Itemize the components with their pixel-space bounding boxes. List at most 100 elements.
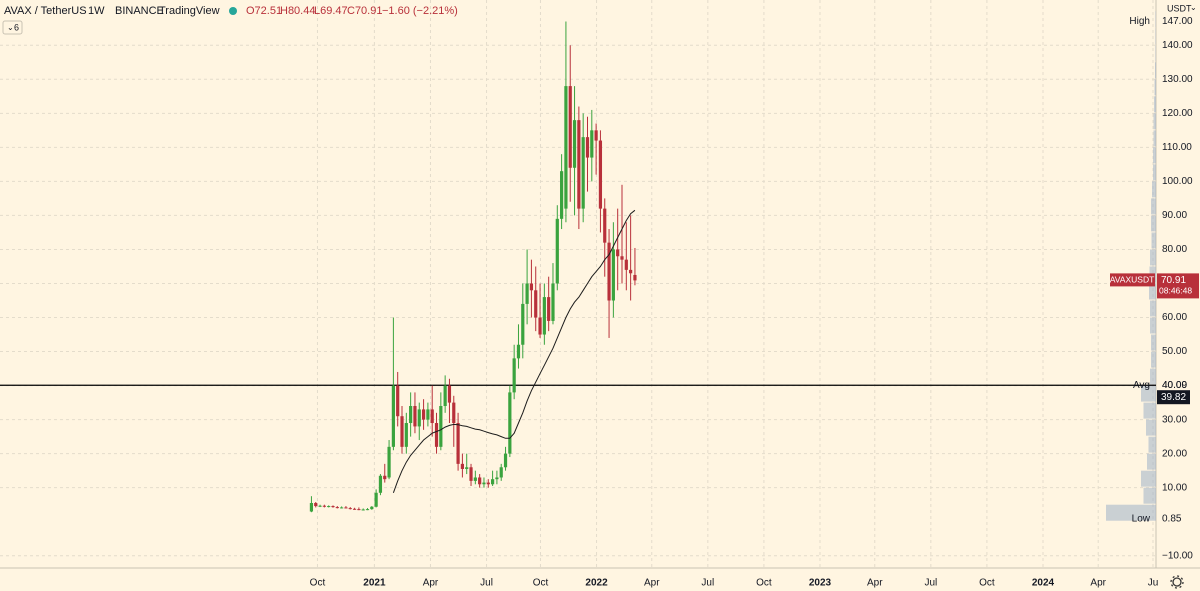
y-tick-label: 60.00 bbox=[1162, 312, 1187, 323]
candle-body bbox=[495, 477, 499, 480]
y-tick-label: −10.00 bbox=[1162, 550, 1193, 561]
y-tick-label: 100.00 bbox=[1162, 176, 1193, 187]
candle-body bbox=[340, 507, 344, 509]
header: AVAX / TetherUS 1W BINANCE TradingView O… bbox=[2, 3, 1197, 589]
volume-profile-bar bbox=[1151, 334, 1156, 351]
volume-profile-bar bbox=[1154, 96, 1156, 113]
volume-profile-bar bbox=[1155, 28, 1156, 45]
candle-body bbox=[421, 409, 426, 420]
candle-body bbox=[352, 508, 357, 510]
candle-body bbox=[387, 446, 391, 478]
x-tick-label: 2023 bbox=[809, 578, 832, 589]
x-tick-label: Oct bbox=[310, 578, 326, 589]
high-value: 147.00 bbox=[1162, 16, 1193, 27]
candle-body bbox=[400, 416, 404, 447]
volume-profile-bar bbox=[1143, 487, 1156, 504]
volume-profile-bar bbox=[1151, 232, 1156, 249]
candle-body bbox=[365, 509, 370, 511]
candle-body bbox=[560, 171, 564, 219]
candle-body bbox=[396, 385, 400, 417]
volume-profile-bar bbox=[1155, 11, 1156, 28]
candle-body bbox=[443, 385, 447, 407]
y-tick-label: 120.00 bbox=[1162, 108, 1193, 119]
volume-profile-bar bbox=[1148, 436, 1156, 453]
y-tick-label: 20.00 bbox=[1162, 448, 1187, 459]
last-price-countdown: 08:46:48 bbox=[1159, 286, 1192, 296]
last-price-symbol: AVAXUSDT bbox=[1110, 275, 1155, 285]
candle-body bbox=[577, 120, 581, 209]
candle-body bbox=[555, 218, 559, 284]
y-tick-label: 30.00 bbox=[1162, 414, 1187, 425]
y-tick-label: 90.00 bbox=[1162, 210, 1187, 221]
candle-body bbox=[534, 290, 538, 318]
candle-body bbox=[598, 140, 603, 209]
candle-body bbox=[568, 86, 572, 168]
x-tick-label: Oct bbox=[533, 578, 549, 589]
x-tick-label: 2021 bbox=[363, 578, 386, 589]
candle-body bbox=[383, 475, 387, 480]
interval: 1W bbox=[88, 5, 105, 17]
candle-body bbox=[378, 475, 383, 493]
change-value: −1.60 (−2.21%) bbox=[382, 5, 458, 17]
candle-body bbox=[616, 249, 620, 257]
avg-label: Avg bbox=[1133, 380, 1150, 391]
x-tick-label: 2024 bbox=[1032, 578, 1055, 589]
volume-profile-bar bbox=[1155, 62, 1156, 79]
avg-value: 40.09 bbox=[1162, 380, 1187, 391]
plot-area bbox=[0, 0, 1156, 568]
candle-body bbox=[331, 506, 335, 508]
last-price-symbol-box bbox=[1110, 273, 1155, 287]
y-tick-label: 140.00 bbox=[1162, 40, 1193, 51]
currency[interactable]: USDT bbox=[1167, 3, 1192, 13]
x-tick-label: Apr bbox=[644, 578, 660, 589]
volume-profile-bar bbox=[1151, 351, 1156, 368]
status-dot bbox=[229, 7, 237, 15]
low-value: L69.47 bbox=[314, 5, 348, 17]
candle-body bbox=[585, 137, 590, 158]
open-value: O72.51 bbox=[246, 5, 282, 17]
candle-body bbox=[547, 297, 551, 321]
x-tick-label: Ju bbox=[1148, 578, 1159, 589]
x-tick-label: Jul bbox=[924, 578, 937, 589]
volume-profile-bar bbox=[1106, 504, 1156, 521]
volume-profile-bar bbox=[1152, 181, 1156, 198]
candle-body bbox=[344, 507, 348, 509]
y-tick-label: 130.00 bbox=[1162, 74, 1193, 85]
volume-profile-bar bbox=[1141, 470, 1156, 487]
candle-body bbox=[594, 130, 598, 141]
candle-body bbox=[564, 86, 568, 209]
candle-body bbox=[521, 303, 525, 345]
currency-arrow: ⌄ bbox=[1190, 3, 1197, 12]
volume-profile-bar bbox=[1153, 164, 1156, 181]
candle-body bbox=[590, 130, 594, 158]
x-tick-label: Jul bbox=[701, 578, 714, 589]
moving-average bbox=[392, 209, 636, 493]
toggle-arrow: ⌄ bbox=[7, 23, 14, 32]
volume-profile-bar bbox=[1150, 249, 1156, 266]
candle-body bbox=[486, 482, 490, 485]
y-tick-label: 50.00 bbox=[1162, 346, 1187, 357]
candle-body bbox=[490, 479, 495, 485]
candle-body bbox=[525, 283, 529, 304]
candle-body bbox=[335, 507, 339, 509]
settings-icon[interactable] bbox=[1170, 575, 1184, 589]
volume-profile-bar bbox=[1151, 198, 1156, 215]
indicator-toggle[interactable] bbox=[2, 20, 23, 35]
candle-body bbox=[430, 409, 434, 424]
axes: 140.00 130.00 120.00 110.00 100.00 90.00 80.00… bbox=[310, 16, 1199, 589]
candle-body bbox=[318, 505, 322, 507]
volume-profile-bar bbox=[1149, 283, 1156, 300]
y-tick-label: 40.00 bbox=[1162, 380, 1187, 391]
volume-profile-bar bbox=[1146, 419, 1156, 436]
candle-body bbox=[374, 492, 378, 507]
candle-body bbox=[465, 467, 469, 469]
volume-profile-bar bbox=[1150, 317, 1156, 334]
candle-body bbox=[607, 242, 611, 301]
volume-profile-bar bbox=[1154, 79, 1156, 96]
candle-body bbox=[322, 505, 326, 507]
line-tag-box bbox=[1157, 390, 1190, 405]
x-tick-label: Jul bbox=[480, 578, 493, 589]
candle-body bbox=[508, 392, 512, 454]
